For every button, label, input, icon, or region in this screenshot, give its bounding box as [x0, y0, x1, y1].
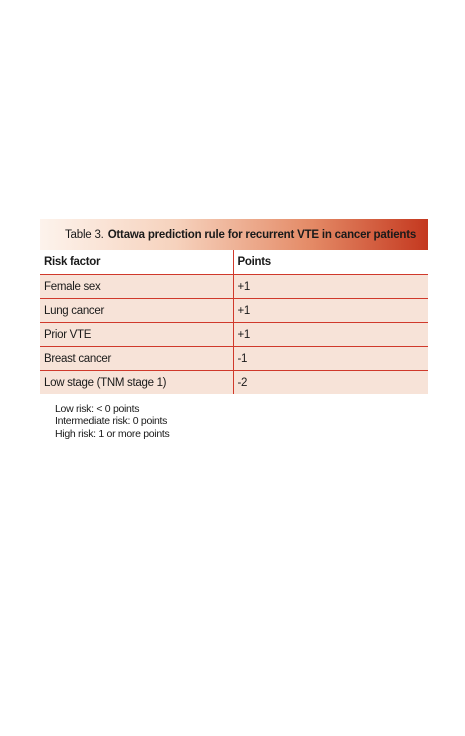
- header-risk-factor: Risk factor: [40, 250, 234, 275]
- note-intermediate-risk: Intermediate risk: 0 points: [55, 415, 168, 428]
- table-header-row: Risk factor Points: [40, 250, 428, 275]
- ottawa-risk-table: Risk factor Points Female sex +1 Lung ca…: [40, 250, 428, 394]
- caption-prefix: Table 3.: [65, 228, 104, 241]
- points-cell: -1: [233, 346, 428, 371]
- table-row: Lung cancer +1: [40, 298, 428, 323]
- risk-table-block: Table 3. Ottawa prediction rule for recu…: [40, 219, 428, 394]
- risk-factor-cell: Low stage (TNM stage 1): [40, 370, 234, 394]
- note-low-risk: Low risk: < 0 points: [55, 403, 140, 415]
- caption-title: Ottawa prediction rule for recurrent VTE…: [107, 228, 417, 241]
- table-row: Low stage (TNM stage 1) -2: [40, 370, 428, 394]
- risk-factor-cell: Female sex: [40, 274, 234, 299]
- risk-factor-cell: Lung cancer: [40, 298, 234, 323]
- risk-factor-cell: Breast cancer: [40, 346, 234, 371]
- points-cell: +1: [233, 298, 428, 323]
- risk-factor-cell: Prior VTE: [40, 322, 234, 347]
- table-row: Prior VTE +1: [40, 322, 428, 347]
- risk-notes: Low risk: < 0 points Intermediate risk: …: [55, 403, 170, 440]
- table-row: Breast cancer -1: [40, 346, 428, 371]
- points-cell: +1: [233, 322, 428, 347]
- points-cell: +1: [233, 274, 428, 299]
- points-cell: -2: [233, 370, 428, 394]
- table-caption: Table 3. Ottawa prediction rule for recu…: [40, 219, 428, 250]
- header-points: Points: [233, 250, 428, 275]
- table-row: Female sex +1: [40, 274, 428, 299]
- note-high-risk: High risk: 1 or more points: [55, 427, 170, 440]
